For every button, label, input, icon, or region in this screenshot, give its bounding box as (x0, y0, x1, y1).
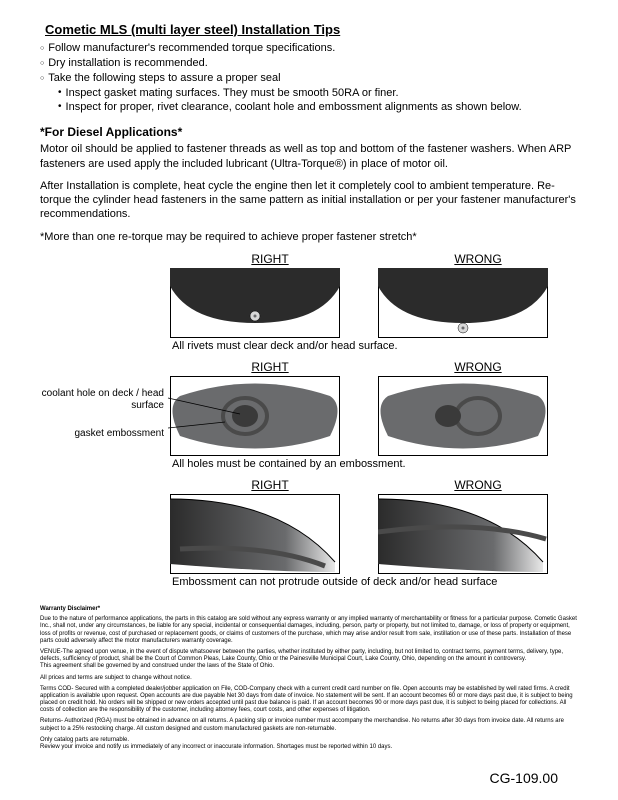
disclaimer-section: Warranty Disclaimer* Due to the nature o… (40, 606, 578, 751)
diagram-cell-right: RIGHT (170, 478, 370, 574)
diagram-row-embossment: RIGHT (40, 478, 578, 592)
disclaimer-para: Only catalog parts are returnable.Review… (40, 737, 578, 751)
diagrams-section: RIGHT WRONG (40, 252, 578, 592)
bullet-item: Follow manufacturer's recommended torque… (40, 41, 578, 56)
bullets-list: Follow manufacturer's recommended torque… (40, 41, 578, 115)
rivet-right-diagram (170, 268, 340, 338)
disclaimer-para: VENUE-The agreed upon venue, in the even… (40, 649, 578, 671)
embossment-wrong-diagram (378, 494, 548, 574)
caption-embossment: Embossment can not protrude outside of d… (170, 576, 578, 588)
diagram-row-holes: coolant hole on deck / head surface gask… (40, 360, 578, 474)
sub-bullet-item: Inspect for proper, rivet clearance, coo… (40, 100, 578, 115)
disclaimer-para: Due to the nature of performance applica… (40, 616, 578, 645)
caption-rivets: All rivets must clear deck and/or head s… (170, 340, 578, 352)
holes-right-diagram (170, 376, 340, 456)
disclaimer-para: Returns- Authorized (RGA) must be obtain… (40, 718, 578, 732)
disclaimer-para: All prices and terms are subject to chan… (40, 675, 578, 682)
bullet-item: Take the following steps to assure a pro… (40, 71, 578, 86)
disclaimer-heading: Warranty Disclaimer* (40, 606, 578, 613)
label-right: RIGHT (170, 252, 370, 266)
diesel-para-2: After Installation is complete, heat cyc… (40, 179, 578, 222)
label-coolant: coolant hole on deck / head surface (40, 388, 164, 412)
page-title: Cometic MLS (multi layer steel) Installa… (45, 22, 578, 37)
bullet-item: Dry installation is recommended. (40, 56, 578, 71)
diagram-cell-wrong: WRONG (378, 478, 578, 574)
diagram-cell-wrong: WRONG (378, 360, 578, 456)
diagram-cell-wrong: WRONG (378, 252, 578, 338)
disclaimer-para: Terms COD- Secured with a completed deal… (40, 686, 578, 715)
label-right: RIGHT (170, 360, 370, 374)
label-wrong: WRONG (378, 478, 578, 492)
diesel-para-3: *More than one re-torque may be required… (40, 230, 578, 244)
label-emboss: gasket embossment (40, 428, 164, 440)
diagram-row-rivets: RIGHT WRONG (40, 252, 578, 356)
label-wrong: WRONG (378, 360, 578, 374)
label-right: RIGHT (170, 478, 370, 492)
label-wrong: WRONG (378, 252, 578, 266)
embossment-right-diagram (170, 494, 340, 574)
diagram-cell-right: RIGHT (170, 360, 370, 456)
caption-holes: All holes must be contained by an emboss… (170, 458, 578, 470)
page-number: CG-109.00 (490, 770, 558, 786)
diesel-para-1: Motor oil should be applied to fastener … (40, 142, 578, 171)
rivet-wrong-diagram (378, 268, 548, 338)
holes-wrong-diagram (378, 376, 548, 456)
sub-bullet-item: Inspect gasket mating surfaces. They mus… (40, 86, 578, 101)
diesel-heading: *For Diesel Applications* (40, 125, 578, 139)
diagram-cell-right: RIGHT (170, 252, 370, 338)
